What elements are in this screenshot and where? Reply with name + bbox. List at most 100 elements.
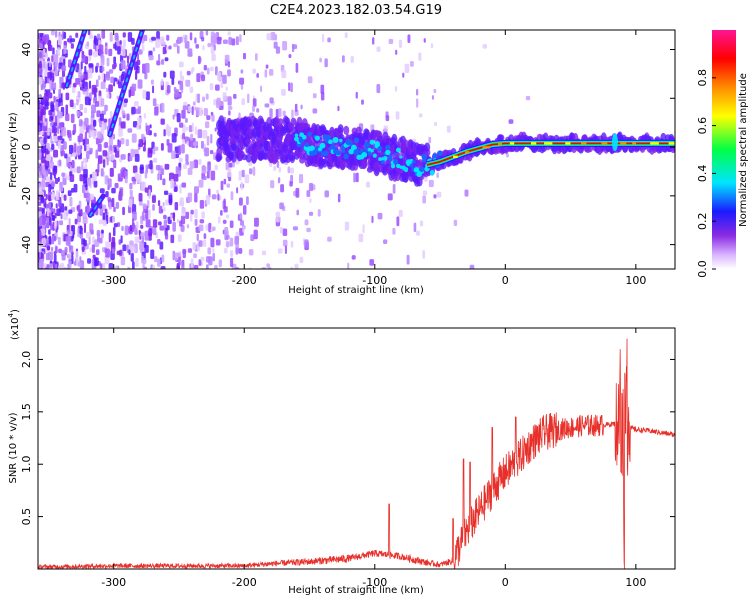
heatmap-cell xyxy=(186,224,190,229)
heatmap-cell xyxy=(211,114,215,122)
heatmap-cell xyxy=(61,65,67,72)
heatmap-cell xyxy=(79,103,84,111)
heatmap-cell xyxy=(266,263,270,268)
heatmap-cell xyxy=(108,263,114,269)
heatmap-cell xyxy=(49,216,52,226)
heatmap-cell xyxy=(353,172,356,183)
heatmap-cell xyxy=(295,62,299,73)
heatmap-cell xyxy=(132,211,137,221)
heatmap-cell xyxy=(240,83,244,90)
heatmap-cell xyxy=(178,145,181,156)
heatmap-cell xyxy=(102,212,106,220)
heatmap-cell xyxy=(101,66,105,72)
x-tick-label: 0 xyxy=(502,274,509,287)
heatmap-cell xyxy=(240,181,243,191)
heatmap-cell xyxy=(113,206,116,213)
heatmap-cell xyxy=(275,215,280,223)
heatmap-cell xyxy=(222,39,228,44)
heatmap-cell xyxy=(120,154,126,160)
heatmap-cell xyxy=(341,55,345,63)
heatmap-cell xyxy=(269,108,273,119)
heatmap-cell xyxy=(431,95,434,100)
heatmap-band-hot xyxy=(581,142,587,145)
heatmap-cell xyxy=(413,222,417,233)
heatmap-cell xyxy=(182,250,186,259)
x-tick-label: 100 xyxy=(625,576,646,589)
heatmap-cell xyxy=(194,192,198,203)
heatmap-cell xyxy=(199,219,205,224)
heatmap-cell xyxy=(185,211,190,219)
heatmap-cell xyxy=(228,162,233,168)
heatmap-cell xyxy=(152,227,157,236)
heatmap-cell xyxy=(111,197,115,208)
heatmap-cell xyxy=(187,192,193,203)
heatmap-band-hot xyxy=(530,142,537,145)
heatmap-cell xyxy=(227,61,231,68)
heatmap-cell xyxy=(136,221,139,229)
heatmap-cell xyxy=(149,160,153,170)
y-tick-label: 0 xyxy=(20,144,33,151)
heatmap-cell xyxy=(185,79,191,87)
heatmap-cell xyxy=(58,88,62,99)
heatmap-cell xyxy=(434,122,438,127)
heatmap-cell xyxy=(178,93,182,98)
heatmap-cell xyxy=(169,70,175,79)
heatmap-cell xyxy=(145,210,149,220)
heatmap-cell xyxy=(203,64,207,71)
heatmap-cell xyxy=(163,71,167,78)
heatmap-cell xyxy=(77,135,81,143)
heatmap-cell xyxy=(84,138,90,145)
heatmap-cell xyxy=(105,190,109,198)
heatmap-cell xyxy=(225,162,230,171)
heatmap-cell xyxy=(525,95,531,101)
heatmap-track-blob xyxy=(372,153,377,158)
heatmap-cell xyxy=(394,86,398,92)
heatmap-cell xyxy=(506,153,509,158)
heatmap-cell xyxy=(150,249,155,259)
heatmap-cell xyxy=(277,248,283,254)
heatmap-cell xyxy=(464,189,469,197)
heatmap-cell xyxy=(150,79,154,85)
heatmap-track-cell xyxy=(216,146,223,158)
heatmap-cell xyxy=(172,212,175,222)
heatmap-cell xyxy=(372,37,375,45)
heatmap-cell xyxy=(200,140,204,149)
heatmap-cell xyxy=(261,267,267,269)
heatmap-cell xyxy=(207,247,212,255)
heatmap-cell xyxy=(43,268,47,269)
heatmap-cell xyxy=(210,170,216,181)
heatmap-cell xyxy=(175,39,179,44)
heatmap-cell xyxy=(77,204,81,213)
heatmap-cell xyxy=(157,173,160,181)
heatmap-cell xyxy=(320,84,325,94)
heatmap-cell xyxy=(124,225,129,236)
heatmap-cell xyxy=(230,257,234,268)
heatmap-cell xyxy=(82,212,87,220)
heatmap-cell xyxy=(280,184,285,193)
heatmap-cell xyxy=(166,139,170,146)
heatmap-cell xyxy=(181,182,187,188)
heatmap-cell xyxy=(83,107,88,114)
heatmap-cell xyxy=(41,144,47,154)
heatmap-cell xyxy=(149,124,152,129)
heatmap-cell xyxy=(59,263,65,269)
heatmap-cell xyxy=(61,82,65,89)
heatmap-cell xyxy=(152,85,155,94)
heatmap-cell xyxy=(167,85,171,94)
colorbar-tick-label: 0.6 xyxy=(696,117,709,135)
heatmap-cell xyxy=(48,229,51,235)
heatmap-cell xyxy=(91,244,95,253)
heatmap-cell xyxy=(210,237,215,248)
heatmap-cell xyxy=(337,105,340,112)
heatmap-cell xyxy=(225,241,230,248)
heatmap-cell xyxy=(189,32,193,41)
heatmap-cell xyxy=(53,174,56,179)
heatmap-cell xyxy=(181,75,185,82)
heatmap-cell xyxy=(194,218,198,226)
heatmap-cell xyxy=(215,239,221,246)
colorbar: 0.0 0.2 0.4 0.6 0.8 Normalized spectral ampl… xyxy=(696,30,749,278)
heatmap-cell xyxy=(102,150,108,157)
heatmap-cell xyxy=(172,221,176,232)
heatmap-track-blob xyxy=(409,163,414,168)
y-tick-label: 1.5 xyxy=(20,403,33,421)
